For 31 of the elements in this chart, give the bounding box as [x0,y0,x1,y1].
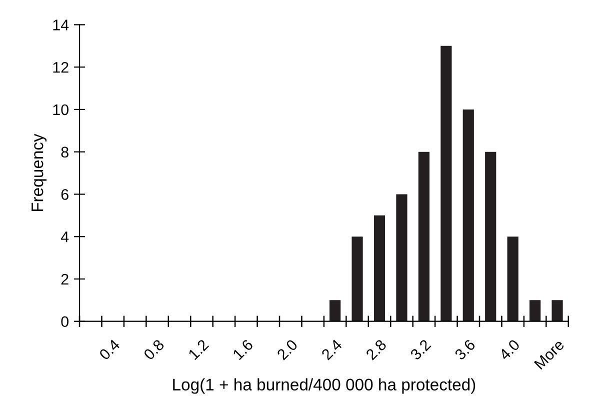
bar [485,152,496,322]
bar [462,109,474,322]
bar [530,300,541,322]
bar [330,300,341,322]
y-tick-label: 8 [61,146,68,158]
x-tick-label: 3.2 [410,338,432,361]
x-tick-label: 3.6 [454,338,476,361]
bar [418,152,430,322]
y-axis-title: Frequency [32,134,47,212]
x-tick-label: 4.0 [498,338,520,361]
x-tick-label: 1.6 [232,338,254,360]
x-axis-title: Log(1 + ha burned/400 000 ha protected) [173,378,476,394]
y-tick-label: 6 [61,189,68,200]
y-tick-label: 12 [53,62,68,73]
x-tick-label: 2.4 [320,338,343,360]
x-tick-label: 2.8 [365,338,387,360]
bar [507,236,518,322]
x-tick-label: 1.2 [188,338,210,360]
bar [552,300,563,322]
x-tick-label: 2.0 [276,338,298,360]
y-tick-label: 4 [60,232,69,242]
x-tick-label: 0.4 [98,338,120,361]
y-tick-label: 14 [53,20,69,30]
bar [352,236,363,322]
x-tick-label: 0.8 [142,338,165,361]
bar [440,46,452,322]
y-tick-label: 10 [53,104,68,116]
bar [396,194,408,322]
y-tick-label: 0 [61,316,68,328]
y-tick-label: 2 [61,274,68,285]
bar [374,215,386,322]
